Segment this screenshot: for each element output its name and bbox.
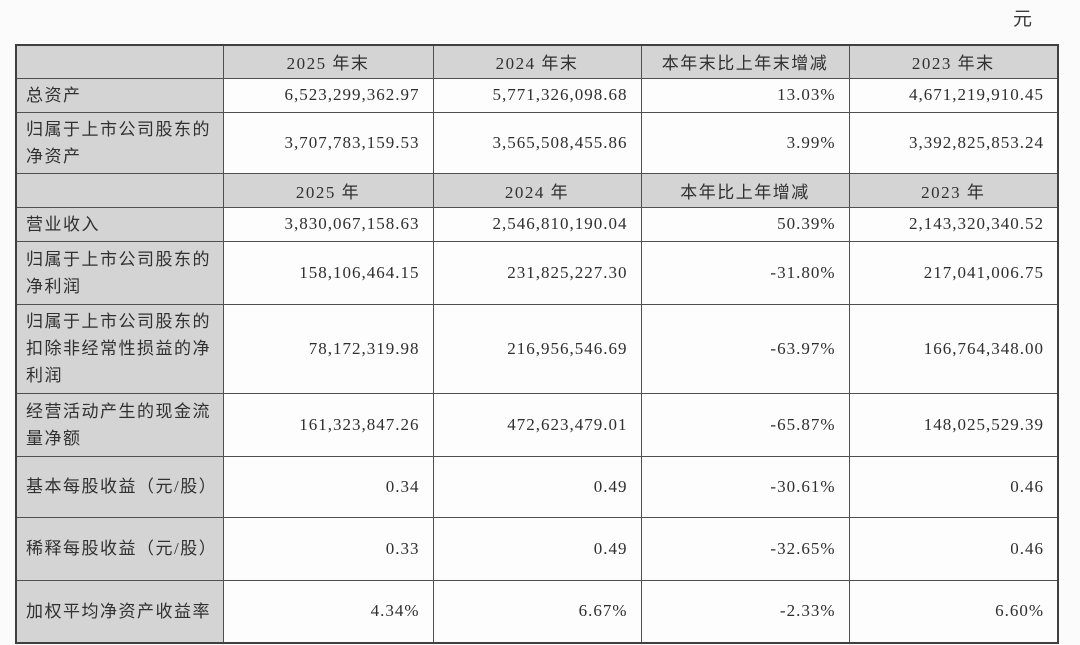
- table-row-net-profit: 归属于上市公司股东的净利润 158,106,464.15 231,825,227…: [15, 240, 1059, 305]
- value-change: -30.61%: [640, 455, 850, 518]
- row-label: 经营活动产生的现金流量净额: [15, 392, 224, 457]
- balance-header-2023-year-end: 2023 年末: [848, 44, 1059, 79]
- financial-summary-table: 2025 年末 2024 年末 本年末比上年末增减 2023 年末 总资产 6,…: [15, 44, 1059, 644]
- value-2023: 6.60%: [848, 579, 1059, 644]
- currency-unit-label: 元: [1012, 9, 1033, 30]
- value-2024: 5,771,326,098.68: [432, 77, 642, 113]
- value-change: -65.87%: [640, 392, 850, 457]
- row-label: 基本每股收益（元/股）: [15, 455, 224, 518]
- value-2024: 6.67%: [432, 579, 642, 644]
- value-2023: 0.46: [848, 516, 1059, 581]
- income-header-change: 本年比上年增减: [640, 172, 850, 208]
- income-header-2025-year: 2025 年: [222, 172, 434, 208]
- balance-header-2025-year-end: 2025 年末: [222, 44, 434, 79]
- value-2023: 4,671,219,910.45: [848, 77, 1059, 113]
- balance-header-2024-year-end: 2024 年末: [432, 44, 642, 79]
- table-row-weighted-average-roe: 加权平均净资产收益率 4.34% 6.67% -2.33% 6.60%: [15, 579, 1059, 644]
- value-2025: 6,523,299,362.97: [222, 77, 434, 113]
- value-2025: 3,830,067,158.63: [222, 206, 434, 242]
- balance-header-row: 2025 年末 2024 年末 本年末比上年末增减 2023 年末: [15, 44, 1059, 79]
- value-2023: 217,041,006.75: [848, 240, 1059, 305]
- value-2023: 0.46: [848, 455, 1059, 518]
- table-row-net-assets: 归属于上市公司股东的净资产 3,707,783,159.53 3,565,508…: [15, 111, 1059, 174]
- value-change: -32.65%: [640, 516, 850, 581]
- value-2025: 4.34%: [222, 579, 434, 644]
- value-2025: 3,707,783,159.53: [222, 111, 434, 174]
- value-2025: 158,106,464.15: [222, 240, 434, 305]
- value-2024: 0.49: [432, 455, 642, 518]
- row-label: 总资产: [15, 77, 224, 113]
- row-label: 归属于上市公司股东的扣除非经常性损益的净利润: [15, 303, 224, 394]
- table-row-total-assets: 总资产 6,523,299,362.97 5,771,326,098.68 13…: [15, 77, 1059, 113]
- row-label: 归属于上市公司股东的净利润: [15, 240, 224, 305]
- value-change: -63.97%: [640, 303, 850, 394]
- value-2023: 148,025,529.39: [848, 392, 1059, 457]
- value-2023: 166,764,348.00: [848, 303, 1059, 394]
- value-2025: 161,323,847.26: [222, 392, 434, 457]
- value-2024: 231,825,227.30: [432, 240, 642, 305]
- table-row-basic-eps: 基本每股收益（元/股） 0.34 0.49 -30.61% 0.46: [15, 455, 1059, 518]
- table-row-operating-revenue: 营业收入 3,830,067,158.63 2,546,810,190.04 5…: [15, 206, 1059, 242]
- balance-header-empty: [15, 44, 224, 79]
- value-2024: 216,956,546.69: [432, 303, 642, 394]
- balance-header-change: 本年末比上年末增减: [640, 44, 850, 79]
- table-row-deducted-net-profit: 归属于上市公司股东的扣除非经常性损益的净利润 78,172,319.98 216…: [15, 303, 1059, 394]
- value-2023: 3,392,825,853.24: [848, 111, 1059, 174]
- income-header-2024-year: 2024 年: [432, 172, 642, 208]
- table-row-diluted-eps: 稀释每股收益（元/股） 0.33 0.49 -32.65% 0.46: [15, 516, 1059, 581]
- value-change: -31.80%: [640, 240, 850, 305]
- row-label: 营业收入: [15, 206, 224, 242]
- value-change: 50.39%: [640, 206, 850, 242]
- value-2023: 2,143,320,340.52: [848, 206, 1059, 242]
- value-2024: 472,623,479.01: [432, 392, 642, 457]
- table-row-operating-cash-flow: 经营活动产生的现金流量净额 161,323,847.26 472,623,479…: [15, 392, 1059, 457]
- value-2024: 3,565,508,455.86: [432, 111, 642, 174]
- row-label: 归属于上市公司股东的净资产: [15, 111, 224, 174]
- value-change: 3.99%: [640, 111, 850, 174]
- value-2025: 0.34: [222, 455, 434, 518]
- value-change: 13.03%: [640, 77, 850, 113]
- value-2024: 0.49: [432, 516, 642, 581]
- value-2025: 78,172,319.98: [222, 303, 434, 394]
- row-label: 稀释每股收益（元/股）: [15, 516, 224, 581]
- row-label: 加权平均净资产收益率: [15, 579, 224, 644]
- income-header-2023-year: 2023 年: [848, 172, 1059, 208]
- value-2024: 2,546,810,190.04: [432, 206, 642, 242]
- income-header-empty: [15, 172, 224, 208]
- value-change: -2.33%: [640, 579, 850, 644]
- income-header-row: 2025 年 2024 年 本年比上年增减 2023 年: [15, 172, 1059, 208]
- value-2025: 0.33: [222, 516, 434, 581]
